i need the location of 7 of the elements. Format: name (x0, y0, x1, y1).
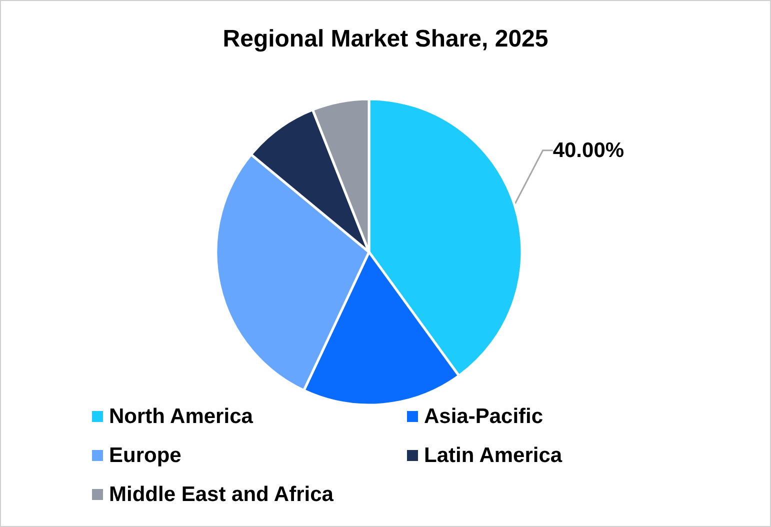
legend-label: Europe (109, 444, 182, 467)
legend-label: Middle East and Africa (109, 483, 334, 506)
legend-label: Latin America (424, 444, 562, 467)
legend-label: Asia-Pacific (424, 405, 544, 428)
chart-title: Regional Market Share, 2025 (222, 26, 548, 52)
data-label: 40.00% (552, 138, 624, 162)
legend-label: North America (109, 405, 254, 428)
